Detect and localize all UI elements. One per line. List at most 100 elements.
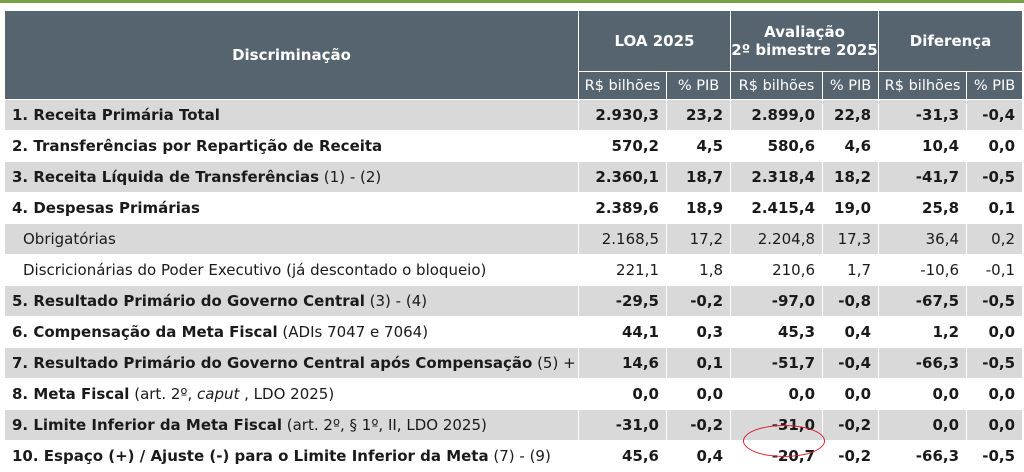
table-row: 8. Meta Fiscal (art. 2º, caput , LDO 202… [4,378,1024,410]
cell: -0,2 [665,409,732,441]
cell: -0,1 [966,254,1024,286]
cell: 0,0 [966,130,1024,162]
table-row: 10. Espaço (+) / Ajuste (-) para o Limit… [4,440,1024,472]
subheader-loa-rs: R$ bilhões [578,71,667,100]
cell: 0,0 [966,316,1024,348]
cell: -0,8 [822,285,880,317]
cell: -0,5 [966,440,1024,472]
cell: 221,1 [578,254,667,286]
cell: 0,0 [578,378,667,410]
cell: -10,6 [878,254,968,286]
row-label: 5. Resultado Primário do Governo Central… [4,285,579,317]
cell: 0,1 [665,347,732,379]
cell: 2.360,1 [578,161,667,193]
cell: -0,5 [966,285,1024,317]
cell: -66,3 [878,347,968,379]
cell: 36,4 [878,223,968,255]
cell: -67,5 [878,285,968,317]
cell: 4,5 [665,130,732,162]
cell: 0,1 [966,192,1024,224]
cell: 2.204,8 [730,223,824,255]
cell: 18,7 [665,161,732,193]
cell: 0,0 [966,378,1024,410]
cell: 570,2 [578,130,667,162]
cell: -31,3 [878,99,968,131]
cell: 45,3 [730,316,824,348]
cell: 2.168,5 [578,223,667,255]
cell: 2.389,6 [578,192,667,224]
cell: -41,7 [878,161,968,193]
cell: 210,6 [730,254,824,286]
row-label: 9. Limite Inferior da Meta Fiscal (art. … [4,409,579,441]
cell: 18,2 [822,161,880,193]
cell: 580,6 [730,130,824,162]
cell: 0,4 [665,440,732,472]
cell: 2.415,4 [730,192,824,224]
table-row: 7. Resultado Primário do Governo Central… [4,347,1024,379]
cell: 0,0 [878,378,968,410]
row-label: 7. Resultado Primário do Governo Central… [4,347,579,379]
cell: -0,4 [966,99,1024,131]
cell: 10,4 [878,130,968,162]
cell: 0,0 [730,378,824,410]
subheader-dif-rs: R$ bilhões [878,71,968,100]
cell: 44,1 [578,316,667,348]
cell: 25,8 [878,192,968,224]
subheader-aval-pib: % PIB [822,71,880,100]
header-diferenca: Diferença [878,10,1024,72]
cell: 2.899,0 [730,99,824,131]
table-row: 2. Transferências por Repartição de Rece… [4,130,1024,162]
cell: -29,5 [578,285,667,317]
cell: 0,0 [822,378,880,410]
cell: -0,2 [822,440,880,472]
header-avaliacao-line1: Avaliação [764,23,845,41]
cell: -0,2 [665,285,732,317]
cell: 1,2 [878,316,968,348]
cell: -66,3 [878,440,968,472]
table-row: 3. Receita Líquida de Transferências (1)… [4,161,1024,193]
table-row: 1. Receita Primária Total 2.930,3 23,2 2… [4,99,1024,131]
row-label: 6. Compensação da Meta Fiscal (ADIs 7047… [4,316,579,348]
cell: -0,5 [966,161,1024,193]
table-row: 4. Despesas Primárias 2.389,6 18,9 2.415… [4,192,1024,224]
header-discriminacao: Discriminação [4,10,579,100]
top-accent-line [0,0,1024,3]
cell: 0,3 [665,316,732,348]
cell: 23,2 [665,99,732,131]
table-row: Discricionárias do Poder Executivo (já d… [4,254,1024,286]
cell: 1,8 [665,254,732,286]
cell: 45,6 [578,440,667,472]
cell: 19,0 [822,192,880,224]
cell: -0,2 [822,409,880,441]
cell: 18,9 [665,192,732,224]
row-label: 4. Despesas Primárias [4,192,579,224]
cell: 2.318,4 [730,161,824,193]
cell: 17,3 [822,223,880,255]
header-loa: LOA 2025 [577,10,732,72]
cell: 2.930,3 [578,99,667,131]
cell: 17,2 [665,223,732,255]
row-label: 10. Espaço (+) / Ajuste (-) para o Limit… [4,440,579,472]
subheader-loa-pib: % PIB [665,71,732,100]
subheader-dif-pib: % PIB [966,71,1024,100]
cell: 0,0 [878,409,968,441]
cell: 4,6 [822,130,880,162]
header-avaliacao: Avaliação 2º bimestre 2025 [730,10,880,72]
table-row: 9. Limite Inferior da Meta Fiscal (art. … [4,409,1024,441]
cell: -0,4 [822,347,880,379]
row-label: 3. Receita Líquida de Transferências (1)… [4,161,579,193]
cell: 22,8 [822,99,880,131]
header-avaliacao-line2: 2º bimestre 2025 [731,41,878,59]
cell: 0,0 [966,409,1024,441]
table-row: 5. Resultado Primário do Governo Central… [4,285,1024,317]
cell: 14,6 [578,347,667,379]
subheader-aval-rs: R$ bilhões [730,71,824,100]
fiscal-results-table: Discriminação LOA 2025 Avaliação 2º bime… [4,10,1024,472]
cell: -51,7 [730,347,824,379]
cell: 0,4 [822,316,880,348]
cell: 1,7 [822,254,880,286]
cell: -31,0 [730,409,824,441]
cell-highlighted: -20,7 [730,440,824,472]
cell: -0,5 [966,347,1024,379]
cell: -97,0 [730,285,824,317]
